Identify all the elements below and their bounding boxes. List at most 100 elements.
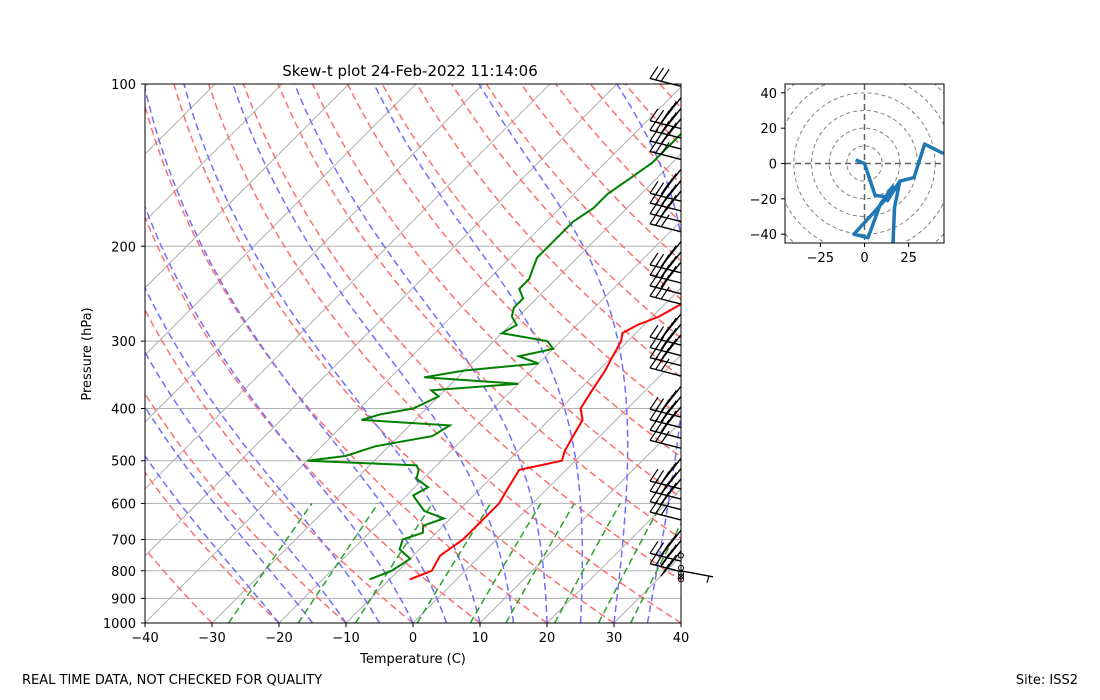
wind-barb-flag: [667, 472, 677, 485]
wind-barb-staff: [649, 357, 682, 367]
wind-barb-flag: [667, 462, 677, 475]
wind-barb-flag: [667, 265, 677, 279]
y-axis-label: Pressure (hPa): [80, 307, 95, 400]
dry-adiabat-90: [381, 84, 681, 418]
dry-adiabat-30: [173, 84, 615, 623]
dry-adiabat-40: [207, 84, 681, 623]
wind-barb-flag: [655, 253, 665, 267]
moist-adiabat-20: [293, 84, 548, 623]
wind-barb-staff: [649, 264, 682, 274]
wind-barb: [660, 334, 682, 361]
mixing-ratio-0.4: [227, 502, 313, 623]
y-tick-label: 700: [111, 534, 136, 549]
wind-barb: [660, 478, 682, 505]
hodo-y-tick-label: −20: [750, 193, 777, 208]
wind-barb-flag: [667, 112, 677, 125]
x-tick-label: 10: [472, 631, 489, 646]
mixing-ratio-32: [630, 522, 681, 623]
wind-barb: [660, 118, 682, 145]
wind-barb: [660, 529, 682, 556]
dry-adiabat-10: [145, 215, 481, 623]
y-tick-label: 800: [111, 565, 136, 580]
dry-adiabat-110: [450, 84, 681, 340]
wind-barb-staff: [649, 408, 682, 418]
wind-barb-flag: [667, 544, 677, 557]
wind-barb-staff: [649, 563, 682, 573]
wind-barb-flag: [667, 534, 677, 547]
y-tick-label: 900: [111, 592, 136, 607]
wind-barb-flag: [660, 286, 670, 300]
moist-adiabat-10: [183, 84, 481, 623]
wind-barb-staff: [649, 202, 682, 212]
wind-barb-staff: [649, 295, 682, 305]
hodograph-plot: −25 0 25 −40 −20 0 20 40: [750, 83, 945, 266]
wind-barb-flag: [655, 326, 665, 339]
wind-barb-staff: [649, 140, 682, 150]
wind-barb-flag: [660, 358, 670, 372]
wind-barb-flag: [655, 398, 665, 411]
wind-barb-flag: [660, 502, 670, 516]
y-tick-label: 400: [111, 403, 136, 418]
wind-barb-flag: [649, 540, 659, 554]
dewpoint-profile: [307, 132, 681, 581]
wind-barb-flag: [649, 324, 659, 338]
wind-barb: [660, 107, 682, 134]
x-tick-label: 20: [539, 631, 556, 646]
wind-barbs: [649, 66, 714, 583]
isotherm-lines: [145, 84, 681, 623]
wind-barb-staff: [649, 150, 682, 161]
wind-barb-flag: [655, 67, 665, 81]
wind-barb: [660, 313, 682, 340]
isotherm--30: [211, 153, 681, 623]
wind-barb-flag: [667, 245, 677, 258]
hodo-y-tick-label: 20: [760, 122, 777, 137]
wind-barb: [660, 241, 682, 268]
wind-barb-staff: [649, 439, 682, 449]
wind-barb-staff: [649, 77, 682, 88]
temperature-profile: [409, 302, 681, 581]
hodograph-axes: −25 0 25 −40 −20 0 20 40: [750, 87, 917, 266]
site-label: Site: ISS2: [1015, 673, 1078, 688]
wind-barb-staff: [649, 480, 682, 490]
mixing-ratio-1: [297, 502, 379, 623]
wind-barb: [660, 457, 682, 484]
wind-barb: [660, 261, 682, 288]
wind-barb-flag: [667, 317, 677, 331]
x-tick-label: −40: [131, 631, 158, 646]
wind-barb-flag: [660, 68, 670, 82]
isotherm--50: [145, 84, 618, 557]
wind-barb-flag: [706, 575, 710, 583]
dry-adiabat-50: [242, 84, 681, 582]
hodo-y-tick-label: 40: [760, 87, 777, 102]
wind-barb: [660, 190, 682, 217]
wind-barb: [660, 396, 682, 423]
wind-barb-flag: [667, 184, 677, 197]
wind-barb-flag: [667, 122, 677, 136]
wind-barb-staff: [649, 129, 682, 139]
wind-barb-staff: [649, 367, 682, 377]
wind-barb-flag: [649, 468, 659, 482]
wind-barb-flag: [667, 255, 677, 269]
y-tick-label: 300: [111, 335, 136, 350]
wind-barb-flag: [655, 182, 665, 196]
skew-t-axes: −40 −30 −20 −10 0 10 20 30 40 100 200 300 400 500 600 7…: [103, 78, 689, 646]
wind-barb-flag: [655, 109, 665, 123]
wind-barb: [660, 323, 682, 350]
wind-barb-staff: [649, 429, 682, 439]
moist-adiabat-35: [616, 84, 681, 623]
wind-barb-staff: [649, 285, 682, 295]
x-tick-label: −10: [332, 631, 359, 646]
wind-barb-flag: [667, 482, 677, 496]
sounding-profiles: [307, 132, 681, 581]
moist-adiabat-40: [680, 619, 681, 623]
wind-barb-staff: [649, 500, 682, 511]
dry-adiabat--20: [145, 471, 280, 623]
isotherm-20: [546, 488, 681, 623]
wind-barb-staff: [649, 490, 682, 500]
wind-barb-flag: [649, 180, 659, 194]
wind-barb-flag: [655, 542, 665, 556]
wind-barb: [649, 66, 682, 88]
wind-barb-flag: [660, 214, 670, 228]
mixing-ratio-7: [469, 503, 542, 623]
chart-title: Skew-t plot 24-Feb-2022 11:14:06: [282, 62, 538, 80]
